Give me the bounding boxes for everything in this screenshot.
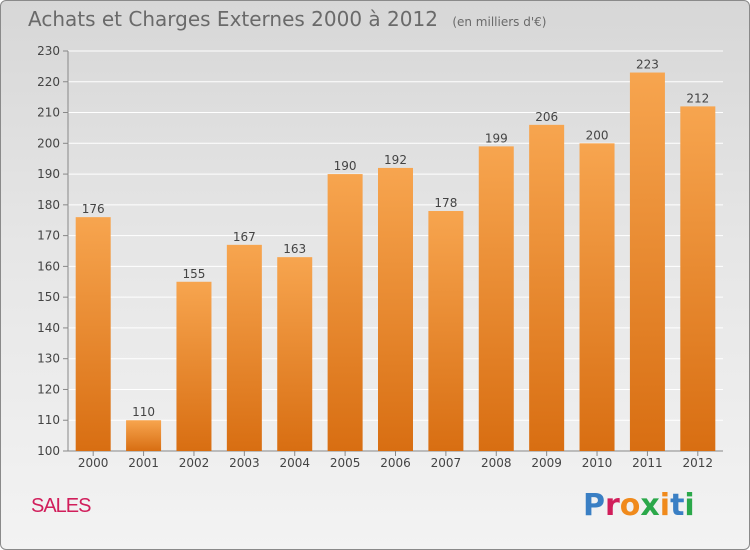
chart-title: Achats et Charges Externes 2000 à 2012 (… bbox=[28, 7, 546, 31]
x-tick-label: 2002 bbox=[179, 456, 210, 470]
x-tick-label: 2012 bbox=[683, 456, 714, 470]
data-label-2010: 200 bbox=[586, 128, 609, 142]
logo-letter: o bbox=[619, 488, 641, 523]
x-tick-label: 2008 bbox=[481, 456, 512, 470]
y-tick-label: 140 bbox=[37, 321, 60, 335]
x-tick-label: 2000 bbox=[78, 456, 109, 470]
bar-2008 bbox=[478, 146, 514, 451]
y-tick-label: 170 bbox=[37, 229, 60, 243]
x-tick-label: 2001 bbox=[128, 456, 159, 470]
bar-2001 bbox=[126, 420, 162, 451]
logo-letter: P bbox=[583, 488, 605, 523]
y-tick-label: 120 bbox=[37, 382, 60, 396]
data-label-2008: 199 bbox=[485, 131, 508, 145]
x-tick-label: 2003 bbox=[229, 456, 260, 470]
data-label-2006: 192 bbox=[384, 153, 407, 167]
data-label-2012: 212 bbox=[686, 91, 709, 105]
y-tick-label: 150 bbox=[37, 290, 60, 304]
logo-letter: r bbox=[605, 488, 620, 523]
y-tick-label: 100 bbox=[37, 444, 60, 458]
bar-2000 bbox=[75, 217, 111, 451]
proxiti-logo: Proxiti bbox=[583, 488, 695, 523]
y-tick-label: 180 bbox=[37, 198, 60, 212]
y-tick-label: 230 bbox=[37, 44, 60, 58]
logo-letter: i bbox=[659, 488, 671, 523]
bar-2005 bbox=[327, 174, 363, 452]
x-tick-label: 2005 bbox=[330, 456, 361, 470]
y-tick-label: 130 bbox=[37, 352, 60, 366]
bar-2002 bbox=[176, 281, 212, 451]
x-tick-label: 2004 bbox=[279, 456, 310, 470]
data-label-2005: 190 bbox=[334, 159, 357, 173]
data-label-2011: 223 bbox=[636, 58, 659, 72]
bar-2004 bbox=[277, 257, 313, 451]
x-tick-label: 2006 bbox=[380, 456, 411, 470]
bar-2006 bbox=[378, 167, 413, 451]
y-tick-label: 160 bbox=[37, 259, 60, 273]
bar-2010 bbox=[579, 143, 615, 452]
logo-letter: t bbox=[670, 488, 685, 523]
data-label-2003: 167 bbox=[233, 230, 256, 244]
axes: 100 110 120 130 140 150 160 170 180 190 200 210 220 2… bbox=[37, 44, 723, 470]
data-labels: 176 110 155 167 163 190 192 178 199 206 200 223 212 bbox=[82, 58, 710, 420]
data-label-2007: 178 bbox=[434, 196, 457, 210]
data-label-2002: 155 bbox=[183, 267, 206, 281]
x-tick-label: 2009 bbox=[531, 456, 562, 470]
data-label-2001: 110 bbox=[132, 405, 155, 419]
chart-subtitle: (en milliers d'€) bbox=[452, 15, 547, 29]
bar-2012 bbox=[680, 106, 716, 451]
y-tick-label: 190 bbox=[37, 167, 60, 181]
y-tick-label: 110 bbox=[37, 413, 60, 427]
data-label-2004: 163 bbox=[283, 242, 306, 256]
bar-2007 bbox=[428, 211, 464, 451]
x-tick-label: 2010 bbox=[582, 456, 613, 470]
bar-2003 bbox=[226, 244, 262, 451]
logo-letter: x bbox=[640, 488, 660, 523]
logo-letter: i bbox=[684, 488, 695, 523]
bar-2009 bbox=[529, 124, 565, 451]
bar-2011 bbox=[629, 72, 665, 452]
x-tick-label: 2007 bbox=[431, 456, 462, 470]
bars bbox=[75, 72, 716, 452]
chart-title-text: Achats et Charges Externes 2000 à 2012 bbox=[28, 7, 438, 31]
x-tick-label: 2011 bbox=[632, 456, 663, 470]
city-name: SALES bbox=[31, 495, 91, 517]
y-tick-label: 210 bbox=[37, 106, 60, 120]
data-label-2000: 176 bbox=[82, 202, 105, 216]
data-label-2009: 206 bbox=[535, 110, 558, 124]
y-tick-label: 200 bbox=[37, 136, 60, 150]
y-tick-label: 220 bbox=[37, 75, 60, 89]
